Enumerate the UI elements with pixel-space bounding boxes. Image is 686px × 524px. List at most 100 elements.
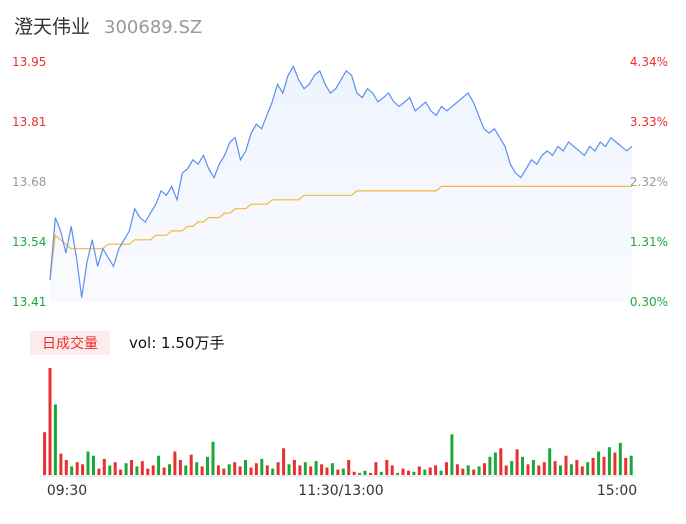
volume-bar bbox=[287, 464, 291, 475]
volume-bar bbox=[510, 461, 514, 475]
volume-bar bbox=[124, 463, 128, 475]
volume-bar bbox=[200, 466, 204, 475]
volume-bar bbox=[298, 465, 302, 475]
volume-bar bbox=[276, 462, 280, 475]
volume-bar bbox=[597, 451, 601, 475]
volume-bar bbox=[607, 447, 611, 475]
volume-bar bbox=[515, 449, 519, 475]
percent-tick-label: 4.34% bbox=[630, 55, 668, 69]
volume-bar bbox=[86, 451, 90, 475]
volume-bar bbox=[173, 451, 177, 475]
volume-bar bbox=[48, 368, 52, 475]
percent-axis: 4.34% 3.33% 2.32% 1.31% 0.30% bbox=[630, 55, 668, 309]
volume-bar bbox=[271, 468, 275, 475]
percent-tick-label: 2.32% bbox=[630, 175, 668, 189]
percent-tick-label: 0.30% bbox=[630, 295, 668, 309]
volume-bar bbox=[336, 469, 340, 475]
volume-bar bbox=[320, 464, 324, 475]
volume-bar bbox=[265, 465, 269, 475]
volume-bar bbox=[428, 467, 432, 475]
volume-bar bbox=[483, 463, 486, 475]
volume-bar bbox=[347, 460, 351, 475]
volume-bar bbox=[314, 461, 318, 475]
volume-bar bbox=[618, 442, 622, 475]
volume-bar bbox=[97, 468, 101, 475]
volume-bar bbox=[162, 467, 166, 475]
volume-bar bbox=[499, 448, 503, 476]
volume-bar bbox=[407, 470, 410, 475]
percent-tick-label: 3.33% bbox=[630, 115, 668, 129]
volume-bar bbox=[135, 466, 139, 475]
price-area-fill bbox=[50, 66, 632, 303]
volume-bar bbox=[59, 453, 63, 475]
price-tick-label: 13.95 bbox=[12, 55, 46, 69]
volume-bar bbox=[330, 463, 334, 475]
volume-bar bbox=[222, 468, 226, 475]
volume-label: 日成交量 bbox=[30, 331, 110, 355]
volume-bar bbox=[81, 464, 85, 475]
stock-name: 澄天伟业 bbox=[14, 16, 91, 38]
volume-bar bbox=[477, 466, 481, 475]
volume-bar bbox=[140, 461, 144, 475]
volume-bar bbox=[189, 454, 193, 475]
volume-bar bbox=[358, 472, 362, 475]
volume-bar bbox=[559, 465, 562, 475]
volume-bar bbox=[53, 404, 57, 475]
volume-bars bbox=[43, 368, 633, 476]
volume-bar bbox=[75, 462, 79, 475]
volume-bar bbox=[564, 455, 568, 475]
volume-bar bbox=[233, 462, 237, 475]
stock-code: 300689.SZ bbox=[104, 17, 203, 38]
time-tick-label: 09:30 bbox=[47, 483, 87, 499]
volume-bar bbox=[238, 466, 242, 475]
volume-bar bbox=[412, 471, 416, 475]
volume-bar bbox=[206, 456, 209, 475]
volume-bar bbox=[168, 464, 171, 475]
volume-bar bbox=[227, 464, 231, 475]
volume-bar bbox=[493, 452, 497, 475]
volume-bar bbox=[43, 432, 47, 475]
volume-bar bbox=[417, 466, 421, 475]
time-tick-label: 11:30/13:00 bbox=[298, 483, 383, 499]
volume-bar bbox=[341, 468, 345, 475]
volume-bar bbox=[526, 464, 530, 475]
volume-bar bbox=[450, 434, 454, 475]
volume-bar bbox=[146, 468, 150, 475]
volume-bar bbox=[379, 471, 383, 475]
volume-bar bbox=[352, 471, 356, 475]
volume-bar bbox=[488, 456, 492, 475]
volume-bar bbox=[553, 461, 557, 475]
price-tick-label: 13.68 bbox=[12, 175, 46, 189]
volume-bar bbox=[70, 466, 74, 475]
volume-bar bbox=[102, 458, 106, 475]
volume-bar bbox=[184, 465, 188, 475]
price-line bbox=[49, 65, 633, 298]
volume-bar bbox=[157, 455, 161, 475]
volume-bar bbox=[466, 465, 470, 475]
volume-bar bbox=[244, 460, 247, 475]
price-tick-label: 13.81 bbox=[12, 115, 46, 129]
volume-bar bbox=[434, 465, 438, 475]
volume-bar bbox=[108, 465, 112, 475]
price-tick-label: 13.54 bbox=[12, 235, 46, 249]
price-line-path bbox=[49, 65, 633, 298]
volume-bar bbox=[363, 470, 367, 475]
volume-bar bbox=[455, 464, 459, 475]
volume-bar bbox=[569, 464, 573, 475]
volume-bar bbox=[282, 448, 286, 476]
avg-price-line bbox=[49, 185, 632, 280]
volume-bar bbox=[292, 460, 296, 475]
volume-bar bbox=[119, 469, 123, 475]
volume-bar bbox=[521, 456, 524, 475]
volume-bar bbox=[249, 467, 253, 475]
volume-bar bbox=[401, 468, 405, 475]
volume-bar bbox=[151, 465, 155, 475]
volume-bar bbox=[575, 460, 579, 475]
volume-bar bbox=[303, 462, 307, 475]
volume-bar bbox=[195, 462, 199, 475]
time-axis: 09:30 11:30/13:00 15:00 bbox=[40, 475, 637, 499]
volume-bar bbox=[369, 472, 372, 475]
stock-header: 澄天伟业 300689.SZ bbox=[14, 12, 202, 40]
volume-bar bbox=[580, 466, 584, 475]
